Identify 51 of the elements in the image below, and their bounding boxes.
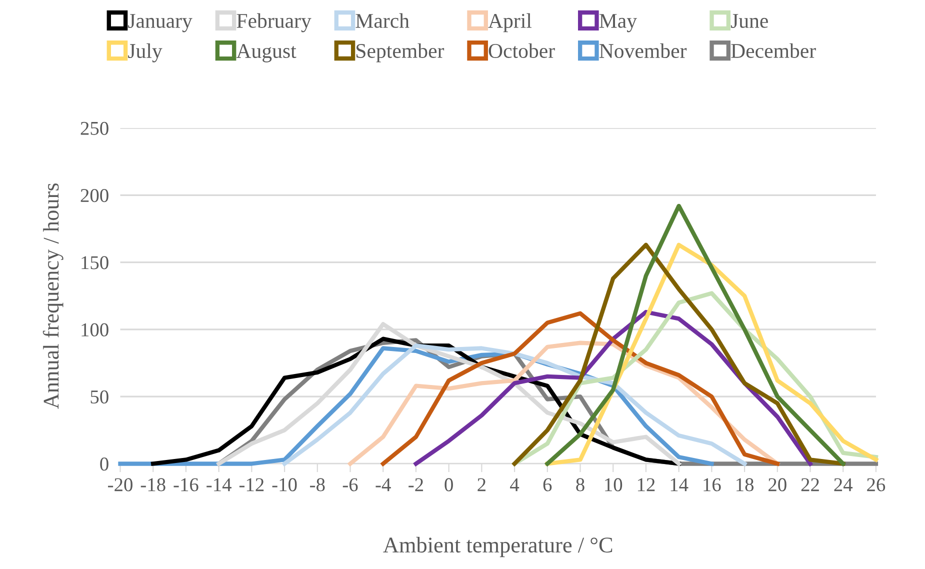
y-tick-label: 150 xyxy=(82,256,108,270)
x-tick-label: -4 xyxy=(376,478,391,492)
line-series xyxy=(282,343,747,466)
y-tick-label: 0 xyxy=(100,458,108,471)
x-tick-label: 22 xyxy=(801,478,819,492)
x-tick-label: -18 xyxy=(140,478,166,492)
x-tick-label: 2 xyxy=(478,478,486,492)
legend-label: August xyxy=(236,44,296,62)
line-series xyxy=(512,242,846,466)
x-tick-label: -6 xyxy=(342,478,358,492)
x-tick-label: -16 xyxy=(174,478,198,492)
legend-label: February xyxy=(236,13,312,32)
line-series xyxy=(545,242,878,466)
x-tick-label: -20 xyxy=(108,478,132,492)
legend-label: April xyxy=(488,13,532,32)
y-tick-label: 100 xyxy=(82,323,108,336)
legend-label: July xyxy=(128,43,162,62)
line-series xyxy=(545,204,846,466)
y-tick-label: 250 xyxy=(80,122,108,135)
x-tick-label: -12 xyxy=(239,478,264,492)
line-series xyxy=(414,310,812,466)
legend-label: December xyxy=(731,43,816,58)
x-tick-label: 10 xyxy=(605,478,622,492)
x-tick-label: 8 xyxy=(576,478,584,492)
x-axis-title: Ambient temperature / °C xyxy=(383,536,612,558)
x-tick-label: -14 xyxy=(206,478,232,492)
x-tick-label: 18 xyxy=(736,478,754,492)
x-tick-label: 6 xyxy=(543,478,552,492)
legend-label: September xyxy=(356,43,444,62)
x-tick-label: -2 xyxy=(408,478,423,492)
x-tick-label: 14 xyxy=(670,478,688,492)
x-tick-label: 12 xyxy=(638,478,655,492)
legend-label: June xyxy=(730,14,768,28)
x-tick-label: -8 xyxy=(310,478,325,492)
line-series xyxy=(381,311,780,466)
line-series xyxy=(348,340,780,466)
x-tick-label: 20 xyxy=(768,478,786,492)
x-tick-label: 24 xyxy=(834,478,853,492)
x-tick-label: 4 xyxy=(510,478,520,492)
legend-label: March xyxy=(356,13,410,28)
x-tick-label: 16 xyxy=(704,478,721,492)
x-tick-label: 26 xyxy=(867,478,886,492)
legend-label: October xyxy=(488,43,555,58)
legend-label: January xyxy=(128,14,192,32)
y-tick-label: 50 xyxy=(90,390,108,404)
legend-label: November xyxy=(599,43,687,58)
x-tick-label: -10 xyxy=(272,478,297,492)
x-tick-label: 0 xyxy=(444,478,453,492)
y-tick-label: 200 xyxy=(80,188,108,202)
legend-label: May xyxy=(599,14,637,32)
y-axis-title: Annual frequency / hours xyxy=(42,183,64,409)
